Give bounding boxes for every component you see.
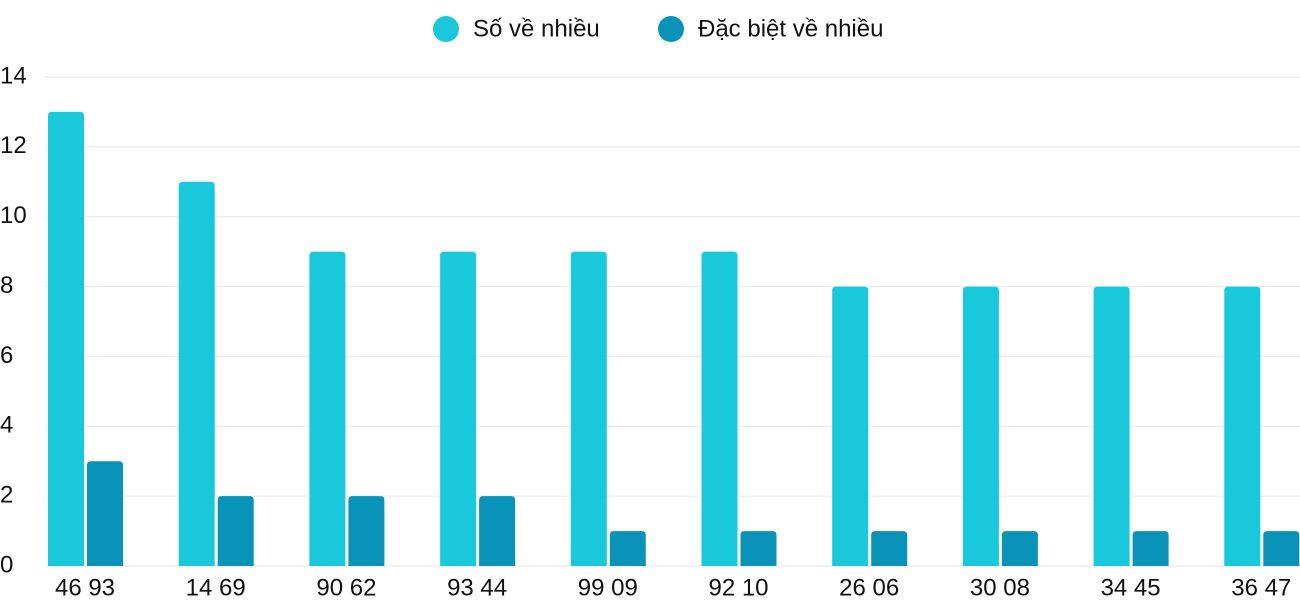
x-tick-label: 30 08 — [970, 574, 1030, 600]
legend-label: Số về nhiều — [473, 15, 600, 42]
bar — [479, 496, 516, 566]
bar — [348, 496, 385, 566]
bar — [570, 251, 607, 566]
bar — [87, 461, 123, 566]
bar — [832, 286, 869, 566]
bar — [309, 251, 346, 566]
y-tick-label: 6 — [0, 342, 13, 369]
y-tick-label: 10 — [0, 202, 27, 229]
bar — [1224, 286, 1261, 566]
bar — [217, 496, 254, 566]
bar — [1132, 531, 1169, 566]
bar — [962, 286, 999, 566]
x-tick-label: 92 10 — [708, 574, 768, 600]
bar — [609, 531, 646, 566]
x-tick-label: 93 44 — [447, 574, 507, 600]
bar — [1001, 531, 1038, 566]
bar — [440, 251, 477, 566]
bar — [48, 111, 84, 566]
x-tick-label: 36 47 — [1231, 574, 1291, 600]
y-tick-label: 8 — [0, 272, 13, 299]
bar — [701, 251, 738, 566]
x-tick-label: 26 06 — [839, 574, 899, 600]
bar — [740, 531, 777, 566]
bar — [1093, 286, 1130, 566]
y-tick-label: 4 — [0, 412, 13, 439]
legend-label: Đặc biệt về nhiều — [698, 15, 883, 42]
bar — [178, 181, 215, 567]
legend-marker — [658, 16, 684, 42]
x-tick-label: 34 45 — [1101, 574, 1161, 600]
y-tick-label: 14 — [0, 62, 27, 89]
x-tick-label: 90 62 — [316, 574, 376, 600]
y-tick-label: 0 — [0, 551, 13, 578]
y-tick-label: 12 — [0, 132, 27, 159]
bar — [871, 531, 908, 566]
bar — [1263, 531, 1300, 566]
x-tick-label: 99 09 — [578, 574, 638, 600]
x-tick-label: 46 93 — [55, 574, 115, 600]
x-tick-label: 14 69 — [186, 574, 246, 600]
y-tick-label: 2 — [0, 481, 13, 508]
legend-marker — [433, 16, 459, 42]
